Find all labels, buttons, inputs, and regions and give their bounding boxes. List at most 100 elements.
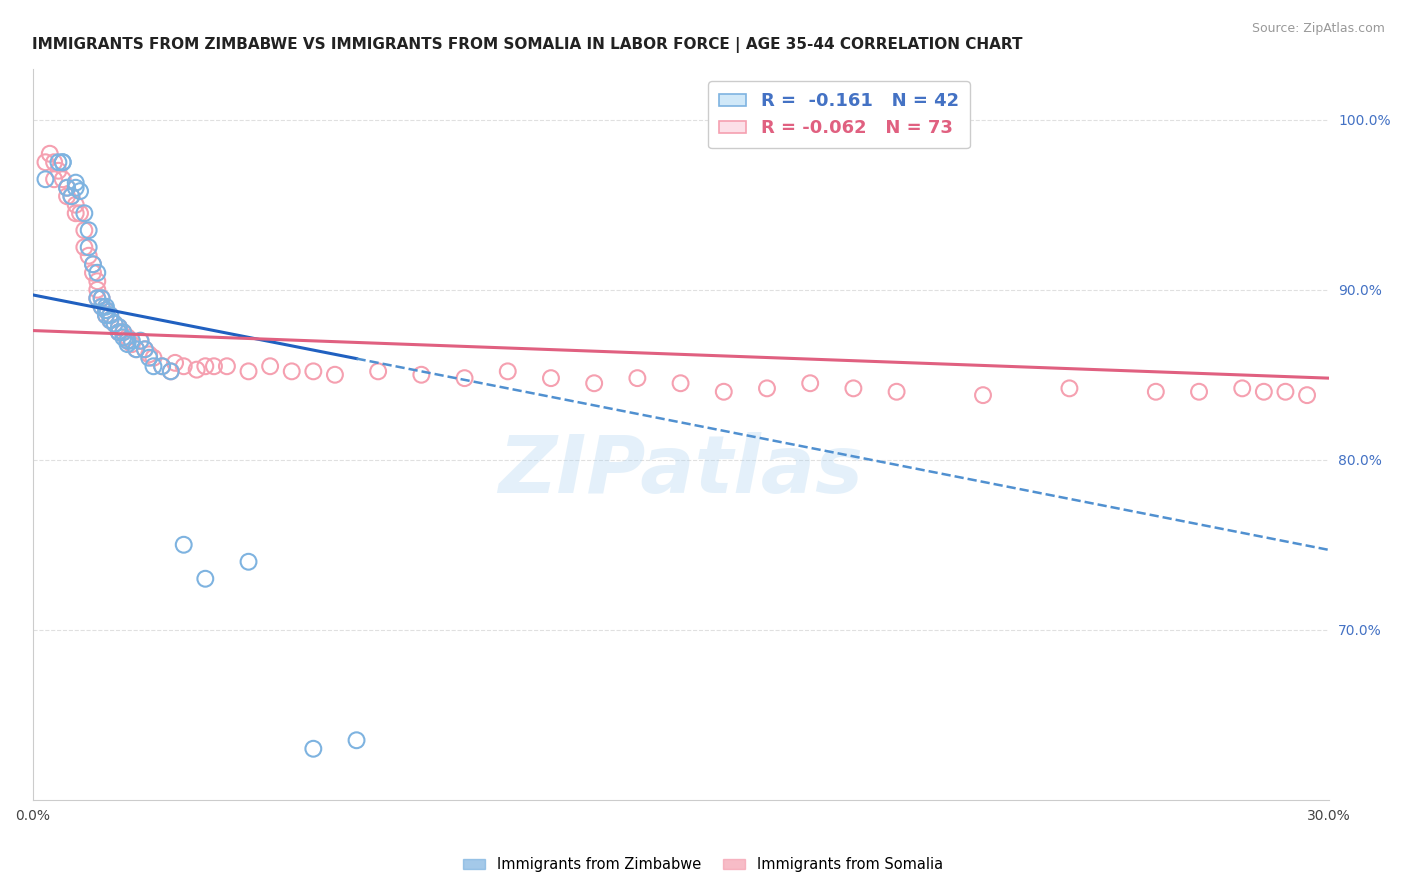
Point: [108, 325, 131, 339]
Point: [626, 371, 648, 385]
Point: [150, 359, 173, 374]
Point: [842, 381, 865, 395]
Point: [52, 155, 75, 169]
Point: [125, 343, 148, 357]
Point: [48, 163, 70, 178]
Point: [1059, 381, 1081, 395]
Point: [56, 189, 79, 203]
Point: [215, 359, 238, 374]
Point: [202, 359, 225, 374]
Point: [117, 334, 139, 348]
Point: [134, 343, 156, 357]
Point: [159, 364, 181, 378]
Point: [112, 325, 135, 339]
Point: [56, 180, 79, 194]
Point: [34, 172, 56, 186]
Point: [65, 206, 87, 220]
Point: [1253, 384, 1275, 399]
Point: [98, 308, 121, 322]
Legend: R =  -0.161   N = 42, R = -0.062   N = 73: R = -0.161 N = 42, R = -0.062 N = 73: [709, 81, 970, 148]
Point: [150, 359, 173, 374]
Point: [972, 388, 994, 402]
Text: ZIPatlas: ZIPatlas: [498, 432, 863, 510]
Point: [77, 240, 100, 254]
Point: [86, 283, 108, 297]
Point: [65, 180, 87, 194]
Point: [90, 291, 112, 305]
Point: [129, 334, 152, 348]
Point: [86, 291, 108, 305]
Point: [60, 189, 83, 203]
Point: [94, 300, 117, 314]
Legend: Immigrants from Zimbabwe, Immigrants from Somalia: Immigrants from Zimbabwe, Immigrants fro…: [457, 851, 949, 878]
Text: Source: ZipAtlas.com: Source: ZipAtlas.com: [1251, 22, 1385, 36]
Point: [134, 343, 156, 357]
Point: [90, 291, 112, 305]
Point: [756, 381, 779, 395]
Point: [86, 266, 108, 280]
Point: [117, 337, 139, 351]
Point: [69, 184, 91, 198]
Point: [453, 371, 475, 385]
Point: [117, 330, 139, 344]
Point: [42, 172, 65, 186]
Point: [112, 325, 135, 339]
Point: [496, 364, 519, 378]
Point: [65, 198, 87, 212]
Point: [238, 555, 260, 569]
Point: [94, 303, 117, 318]
Point: [159, 364, 181, 378]
Point: [86, 291, 108, 305]
Point: [98, 308, 121, 322]
Point: [86, 274, 108, 288]
Point: [104, 317, 127, 331]
Point: [121, 334, 143, 348]
Point: [52, 155, 75, 169]
Point: [142, 359, 165, 374]
Point: [42, 155, 65, 169]
Point: [108, 320, 131, 334]
Point: [48, 155, 70, 169]
Point: [346, 733, 368, 747]
Point: [98, 313, 121, 327]
Point: [94, 308, 117, 322]
Point: [367, 364, 389, 378]
Point: [259, 359, 281, 374]
Point: [108, 325, 131, 339]
Point: [138, 347, 160, 361]
Point: [302, 364, 325, 378]
Point: [104, 317, 127, 331]
Point: [238, 364, 260, 378]
Point: [173, 359, 195, 374]
Point: [125, 343, 148, 357]
Point: [52, 172, 75, 186]
Point: [82, 257, 104, 271]
Point: [540, 371, 562, 385]
Point: [77, 223, 100, 237]
Point: [411, 368, 433, 382]
Point: [669, 376, 692, 391]
Point: [302, 741, 325, 756]
Point: [90, 300, 112, 314]
Point: [1296, 388, 1319, 402]
Point: [129, 334, 152, 348]
Point: [121, 337, 143, 351]
Point: [1232, 381, 1254, 395]
Point: [194, 359, 217, 374]
Point: [280, 364, 302, 378]
Point: [82, 266, 104, 280]
Point: [73, 240, 96, 254]
Point: [108, 325, 131, 339]
Point: [73, 206, 96, 220]
Point: [34, 155, 56, 169]
Point: [1144, 384, 1167, 399]
Point: [112, 330, 135, 344]
Point: [65, 176, 87, 190]
Point: [194, 572, 217, 586]
Point: [77, 249, 100, 263]
Point: [94, 303, 117, 318]
Point: [98, 313, 121, 327]
Point: [56, 180, 79, 194]
Point: [90, 300, 112, 314]
Point: [38, 146, 60, 161]
